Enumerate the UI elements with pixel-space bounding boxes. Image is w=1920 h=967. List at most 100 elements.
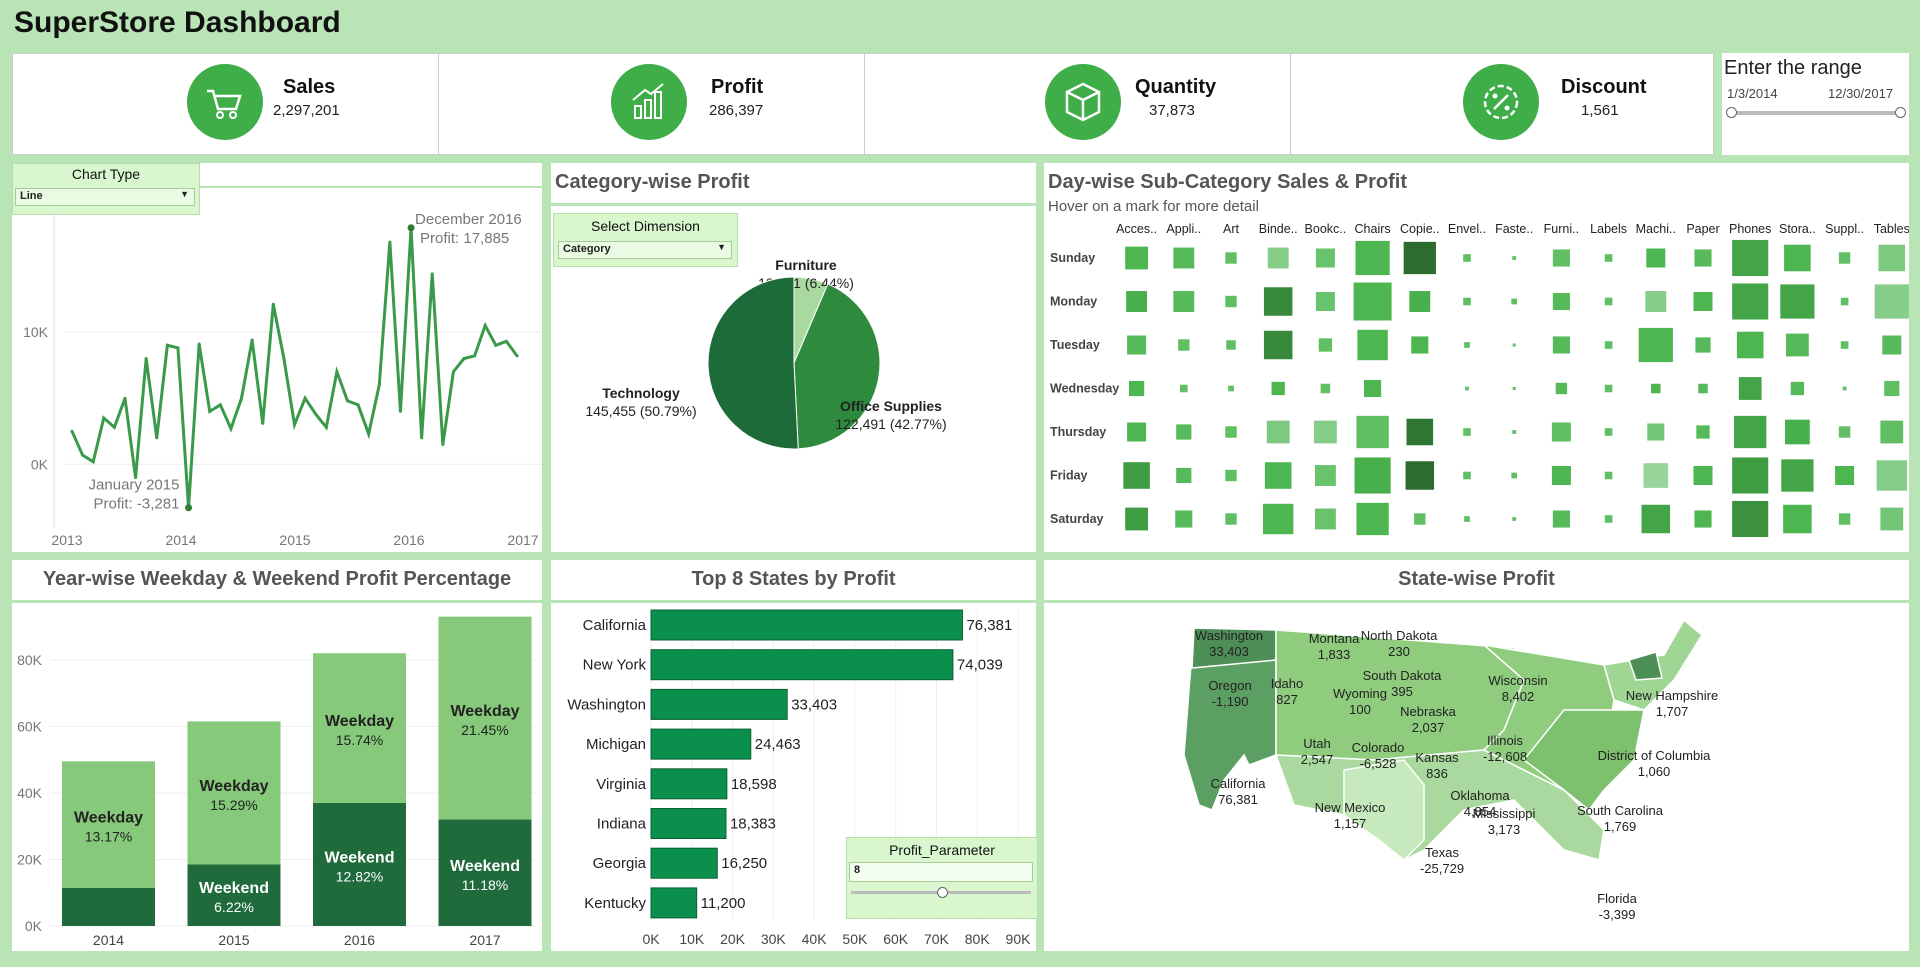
annotation-label: December 2016 xyxy=(415,211,522,228)
map-state-value: -3,399 xyxy=(1599,907,1636,922)
profit-parameter-handle[interactable] xyxy=(937,887,948,898)
heatmap-cell xyxy=(1127,335,1147,355)
heatmap-column-label: Envel.. xyxy=(1448,222,1486,236)
dimension-select[interactable]: Category ▼ xyxy=(558,241,732,259)
weekend-bar xyxy=(187,864,281,926)
line-point xyxy=(218,403,222,407)
heatmap-cell xyxy=(1840,341,1849,349)
heatmap-column-label: Furni.. xyxy=(1544,222,1579,236)
heatmap-cell xyxy=(1512,517,1517,521)
map-state-name: Montana xyxy=(1309,631,1360,646)
line-point xyxy=(144,357,148,361)
profit-parameter-header: Profit_Parameter xyxy=(889,842,995,858)
heatmap-cell xyxy=(1876,460,1907,491)
map-state-value: 4,854 xyxy=(1464,804,1497,819)
heatmap-cell xyxy=(1604,428,1613,436)
heatmap-cell xyxy=(1552,336,1570,354)
line-point xyxy=(398,409,402,413)
x-tick-label: 40K xyxy=(802,931,828,947)
heatmap-column-label: Faste.. xyxy=(1495,222,1533,236)
kpi-quantity: Quantity 37,873 xyxy=(865,54,1291,154)
heatmap-cell xyxy=(1604,254,1613,262)
line-point xyxy=(176,346,180,350)
weekday-percent: 13.17% xyxy=(85,829,132,845)
map-state-name: Washington xyxy=(1195,628,1263,643)
map-texas[interactable] xyxy=(1343,759,1425,862)
daywise-panel: Day-wise Sub-Category Sales & Profit Hov… xyxy=(1044,163,1909,552)
cart-icon xyxy=(187,64,263,140)
heatmap-cell xyxy=(1406,418,1434,446)
line-point xyxy=(473,354,477,358)
chart-type-strip xyxy=(12,186,542,188)
yearwise-panel: Year-wise Weekday & Weekend Profit Perce… xyxy=(12,560,542,951)
chart-type-value: Line xyxy=(20,190,43,202)
weekday-label: Weekday xyxy=(199,778,268,795)
y-tick-label: 0K xyxy=(31,456,49,472)
line-point xyxy=(504,339,508,343)
annotation-detail: Profit: 17,885 xyxy=(420,230,509,247)
map-state-name: Florida xyxy=(1597,891,1638,906)
line-point xyxy=(303,396,307,400)
map-new-york[interactable] xyxy=(1628,651,1663,681)
map-state-value: 230 xyxy=(1388,644,1410,659)
map-state-value: 1,060 xyxy=(1638,764,1671,779)
map-southeast-region[interactable] xyxy=(1522,709,1645,812)
heatmap-column-label: Machi.. xyxy=(1636,222,1676,236)
line-point xyxy=(229,427,233,431)
statemap-title: State-wise Profit xyxy=(1398,568,1555,590)
bar-chart-icon xyxy=(611,64,687,140)
heatmap-cell xyxy=(1604,297,1613,306)
x-tick-label: 20K xyxy=(720,931,746,947)
weekend-label: Weekend xyxy=(325,849,395,866)
heatmap-cell xyxy=(1403,241,1436,275)
chart-type-select[interactable]: Line ▼ xyxy=(15,188,195,206)
range-slider-end-handle[interactable] xyxy=(1895,107,1906,118)
y-tick-label: 10K xyxy=(23,324,49,340)
heatmap-cell xyxy=(1882,335,1902,355)
x-tick-label: 90K xyxy=(1006,931,1032,947)
map-state-name: California xyxy=(1211,776,1267,791)
heatmap-cell xyxy=(1786,333,1809,357)
x-tick-label: 30K xyxy=(761,931,787,947)
heatmap-cell xyxy=(1263,503,1294,535)
heatmap-cell xyxy=(1180,384,1188,393)
heatmap-cell xyxy=(1698,383,1708,394)
kpi-value: 286,397 xyxy=(709,102,764,119)
heatmap-column-label: Labels xyxy=(1590,222,1627,236)
state-bar xyxy=(650,808,727,839)
kpi-sales: Sales 2,297,201 xyxy=(13,54,439,154)
range-slider-start-handle[interactable] xyxy=(1726,107,1737,118)
state-label: California xyxy=(583,617,647,634)
dimension-header: Select Dimension xyxy=(591,218,700,234)
heatmap-cell xyxy=(1512,256,1517,260)
state-bar xyxy=(650,609,963,641)
state-value: 18,383 xyxy=(730,816,776,833)
map-state-name: Illinois xyxy=(1487,733,1524,748)
weekend-bar xyxy=(313,802,406,926)
profit-line xyxy=(70,227,519,508)
state-label: Kentucky xyxy=(584,895,646,912)
heatmap-cell xyxy=(1780,284,1815,319)
line-point xyxy=(261,421,265,425)
range-start: 1/3/2014 xyxy=(1727,86,1778,101)
heatmap-column-label: Suppl.. xyxy=(1825,222,1864,236)
heatmap-row-label: Thursday xyxy=(1050,425,1106,439)
map-state-name: Mississippi xyxy=(1473,806,1536,821)
heatmap-cell xyxy=(1835,466,1855,485)
range-panel: Enter the range 1/3/2014 12/30/2017 xyxy=(1722,53,1909,155)
heatmap-cell xyxy=(1318,338,1333,352)
heatmap-cell xyxy=(1267,247,1289,269)
line-point xyxy=(515,354,519,358)
heatmap-cell xyxy=(1785,419,1810,445)
heatmap-cell xyxy=(1736,331,1764,359)
heatmap-row-label: Tuesday xyxy=(1050,338,1100,352)
pie-slice-value: 122,491 (42.77%) xyxy=(835,416,946,432)
heatmap-cell xyxy=(1176,424,1192,440)
heatmap-cell xyxy=(1694,510,1712,528)
heatmap-cell xyxy=(1320,383,1331,394)
profit-parameter-input[interactable]: 8 xyxy=(849,862,1033,882)
heatmap-cell xyxy=(1176,467,1192,484)
map-state-name: Oklahoma xyxy=(1450,788,1510,803)
range-slider-track[interactable] xyxy=(1730,111,1900,115)
heatmap-cell xyxy=(1225,295,1237,308)
